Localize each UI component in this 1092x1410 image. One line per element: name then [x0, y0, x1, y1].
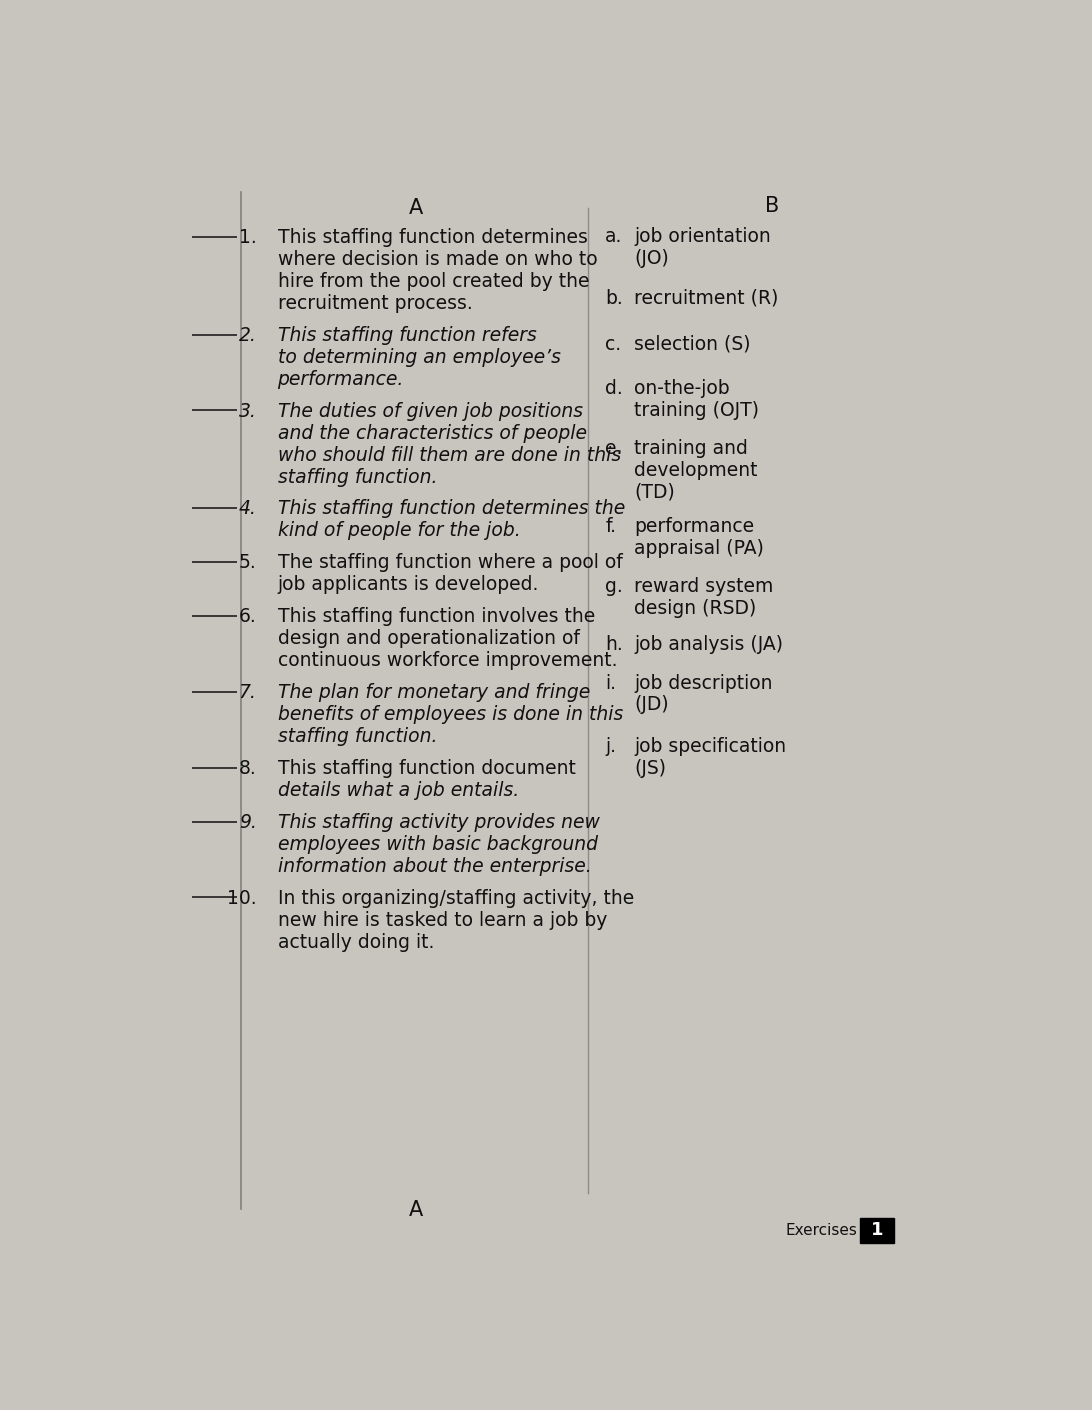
- Text: b.: b.: [605, 289, 624, 307]
- Text: who should fill them are done in this: who should fill them are done in this: [277, 446, 620, 464]
- Text: This staffing activity provides new: This staffing activity provides new: [277, 812, 600, 832]
- Text: A: A: [408, 199, 423, 219]
- Text: design (RSD): design (RSD): [634, 599, 757, 618]
- Text: 1.: 1.: [239, 228, 257, 247]
- Text: d.: d.: [605, 379, 624, 398]
- Text: This staffing function determines: This staffing function determines: [277, 228, 587, 247]
- Text: new hire is tasked to learn a job by: new hire is tasked to learn a job by: [277, 911, 607, 929]
- Text: job analysis (JA): job analysis (JA): [634, 634, 783, 654]
- Text: recruitment (R): recruitment (R): [634, 289, 779, 307]
- Text: training (OJT): training (OJT): [634, 400, 759, 420]
- Text: 9.: 9.: [239, 812, 257, 832]
- Text: (JO): (JO): [634, 250, 668, 268]
- Text: 1: 1: [870, 1221, 883, 1239]
- Text: This staffing function refers: This staffing function refers: [277, 326, 536, 345]
- Text: job orientation: job orientation: [634, 227, 771, 245]
- Text: job description: job description: [634, 674, 772, 692]
- Text: The plan for monetary and fringe: The plan for monetary and fringe: [277, 682, 590, 702]
- Text: This staffing function determines the: This staffing function determines the: [277, 499, 625, 519]
- Text: recruitment process.: recruitment process.: [277, 293, 473, 313]
- Text: Exercises: Exercises: [785, 1222, 857, 1238]
- Text: staffing function.: staffing function.: [277, 728, 437, 746]
- Text: 10.: 10.: [227, 888, 257, 908]
- Text: to determining an employee’s: to determining an employee’s: [277, 348, 560, 367]
- Text: This staffing function document: This staffing function document: [277, 759, 575, 778]
- Text: hire from the pool created by the: hire from the pool created by the: [277, 272, 589, 290]
- Text: 3.: 3.: [239, 402, 257, 420]
- Text: information about the enterprise.: information about the enterprise.: [277, 857, 591, 876]
- Text: training and: training and: [634, 439, 748, 458]
- Text: (TD): (TD): [634, 482, 675, 502]
- Text: where decision is made on who to: where decision is made on who to: [277, 250, 597, 269]
- Text: performance: performance: [634, 517, 755, 536]
- Text: 4.: 4.: [239, 499, 257, 519]
- Text: actually doing it.: actually doing it.: [277, 932, 434, 952]
- Text: employees with basic background: employees with basic background: [277, 835, 597, 854]
- Text: performance.: performance.: [277, 369, 404, 389]
- Text: This staffing function involves the: This staffing function involves the: [277, 608, 595, 626]
- Text: and the characteristics of people: and the characteristics of people: [277, 423, 586, 443]
- Text: development: development: [634, 461, 758, 479]
- Text: details what a job entails.: details what a job entails.: [277, 781, 519, 799]
- Text: (JD): (JD): [634, 695, 668, 715]
- Text: staffing function.: staffing function.: [277, 468, 437, 486]
- Text: appraisal (PA): appraisal (PA): [634, 539, 764, 558]
- Text: 5.: 5.: [239, 553, 257, 572]
- Text: A: A: [408, 1200, 423, 1220]
- Text: 7.: 7.: [239, 682, 257, 702]
- Text: reward system: reward system: [634, 577, 773, 596]
- Text: benefits of employees is done in this: benefits of employees is done in this: [277, 705, 622, 725]
- Text: e.: e.: [605, 439, 622, 458]
- Text: job applicants is developed.: job applicants is developed.: [277, 575, 539, 595]
- Text: 8.: 8.: [239, 759, 257, 778]
- Text: on-the-job: on-the-job: [634, 379, 729, 398]
- Text: 6.: 6.: [239, 608, 257, 626]
- Text: 2.: 2.: [239, 326, 257, 345]
- Text: selection (S): selection (S): [634, 334, 750, 354]
- Text: g.: g.: [605, 577, 624, 596]
- Text: design and operationalization of: design and operationalization of: [277, 629, 580, 649]
- Text: kind of people for the job.: kind of people for the job.: [277, 522, 520, 540]
- Text: c.: c.: [605, 334, 621, 354]
- Text: B: B: [764, 196, 779, 216]
- Text: continuous workforce improvement.: continuous workforce improvement.: [277, 651, 617, 670]
- Text: h.: h.: [605, 634, 624, 654]
- Text: a.: a.: [605, 227, 622, 245]
- Text: (JS): (JS): [634, 760, 666, 778]
- Text: i.: i.: [605, 674, 616, 692]
- Text: job specification: job specification: [634, 737, 786, 756]
- FancyBboxPatch shape: [859, 1218, 894, 1242]
- Text: f.: f.: [605, 517, 616, 536]
- Text: In this organizing/staffing activity, the: In this organizing/staffing activity, th…: [277, 888, 633, 908]
- Text: The staffing function where a pool of: The staffing function where a pool of: [277, 553, 622, 572]
- Text: j.: j.: [605, 737, 616, 756]
- Text: The duties of given job positions: The duties of given job positions: [277, 402, 582, 420]
